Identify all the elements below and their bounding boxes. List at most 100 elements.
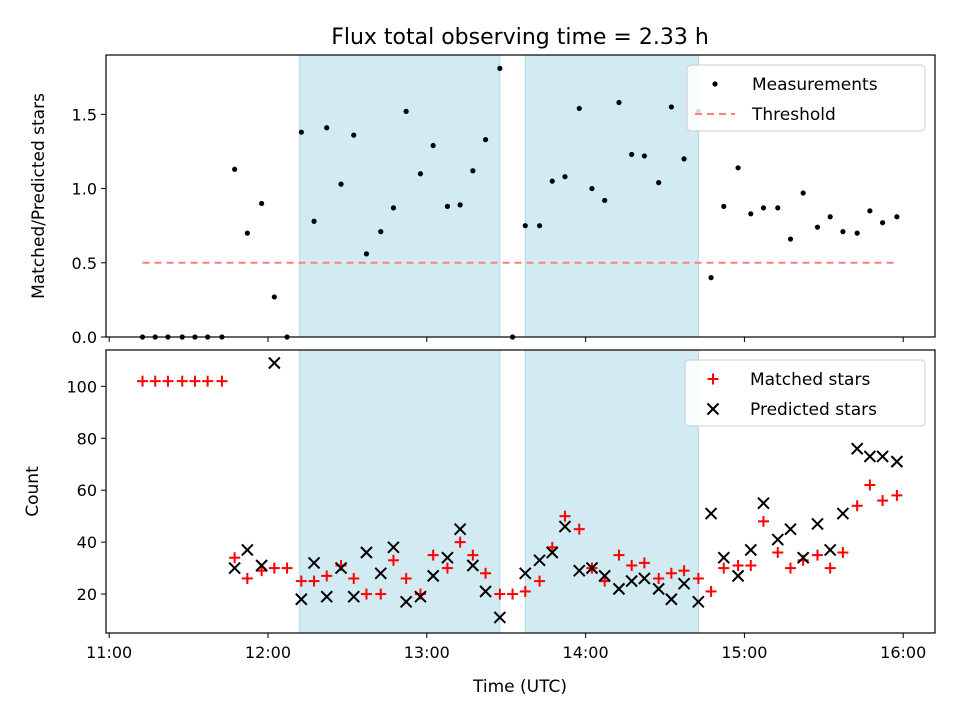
measurement-point [378, 229, 383, 234]
chart-title: Flux total observing time = 2.33 h [331, 25, 709, 50]
measurement-point [867, 208, 872, 213]
y-tick-label: 80 [77, 429, 97, 448]
measurement-point [589, 186, 594, 191]
shaded-interval [300, 55, 500, 337]
top-panel: 0.00.51.01.5Matched/Predicted starsMeasu… [29, 55, 935, 347]
matched-star-marker [852, 500, 863, 511]
matched-star-marker [864, 480, 875, 491]
shaded-interval [525, 55, 698, 337]
legend-swatch-measurements [712, 81, 717, 86]
predicted-star-marker [852, 443, 863, 454]
predicted-star-marker [733, 570, 744, 581]
measurement-point [828, 214, 833, 219]
measurement-point [272, 294, 277, 299]
matched-star-marker [718, 563, 729, 574]
predicted-star-marker [229, 563, 240, 574]
predicted-star-marker [772, 534, 783, 545]
measurement-point [537, 223, 542, 228]
x-axis-label: Time (UTC) [472, 677, 567, 697]
measurement-point [775, 205, 780, 210]
matched-star-marker [837, 547, 848, 558]
predicted-star-marker [812, 518, 823, 529]
measurement-point [470, 168, 475, 173]
measurement-point [708, 275, 713, 280]
y-axis-label: Matched/Predicted stars [29, 93, 49, 299]
predicted-star-marker [864, 451, 875, 462]
y-axis-label: Count [23, 466, 43, 517]
measurement-point [497, 66, 502, 71]
measurement-point [815, 225, 820, 230]
measurement-point [431, 143, 436, 148]
matched-star-marker [137, 376, 148, 387]
matched-star-marker [189, 376, 200, 387]
predicted-star-marker [785, 524, 796, 535]
measurement-point [324, 125, 329, 130]
matched-star-marker [177, 376, 188, 387]
y-tick-label: 0.5 [72, 254, 97, 273]
legend-label: Predicted stars [750, 400, 877, 420]
predicted-star-marker [269, 357, 280, 368]
measurement-point [880, 220, 885, 225]
shaded-interval [525, 350, 698, 633]
legend: Matched stars Predicted stars [685, 360, 925, 426]
matched-star-marker [706, 586, 717, 597]
x-tick-label: 11:00 [86, 643, 132, 662]
measurement-point [259, 201, 264, 206]
legend-label: Threshold [751, 105, 836, 125]
predicted-star-marker [891, 456, 902, 467]
matched-star-marker [202, 376, 213, 387]
measurement-point [894, 214, 899, 219]
matched-star-marker [891, 490, 902, 501]
measurement-point [577, 106, 582, 111]
measurement-point [299, 130, 304, 135]
matched-star-marker [772, 547, 783, 558]
measurement-point [338, 182, 343, 187]
measurement-point [351, 133, 356, 138]
measurement-point [418, 171, 423, 176]
shaded-interval [300, 350, 500, 633]
matched-star-marker [229, 552, 240, 563]
predicted-star-marker [825, 544, 836, 555]
y-tick-label: 60 [77, 481, 97, 500]
measurement-point [748, 211, 753, 216]
matched-star-marker [269, 563, 280, 574]
measurement-point [855, 231, 860, 236]
matched-star-marker [507, 589, 518, 600]
bottom-panel: 2040608010011:00 12:00 13:00 14:00 15:00 16:0… [23, 350, 935, 662]
matched-star-marker [758, 516, 769, 527]
predicted-star-marker [242, 544, 253, 555]
y-tick-label: 20 [77, 585, 97, 604]
measurement-point [840, 229, 845, 234]
legend-label: Measurements [752, 75, 878, 95]
predicted-star-marker [745, 544, 756, 555]
measurement-point [656, 180, 661, 185]
y-tick-label: 40 [77, 533, 97, 552]
measurement-point [483, 137, 488, 142]
measurement-point [245, 231, 250, 236]
x-tick-label: 16:00 [880, 643, 926, 662]
matched-star-marker [812, 550, 823, 561]
measurement-point [562, 174, 567, 179]
predicted-star-marker [837, 508, 848, 519]
matched-star-marker [150, 376, 161, 387]
legend: Measurements Threshold [687, 65, 925, 131]
measurement-point [721, 204, 726, 209]
y-tick-label: 1.5 [72, 105, 97, 124]
measurement-point [404, 109, 409, 114]
measurement-point [642, 153, 647, 158]
measurement-point [681, 156, 686, 161]
measurement-point [761, 205, 766, 210]
y-tick-label: 0.0 [72, 328, 97, 347]
x-tick-label: 13:00 [404, 643, 450, 662]
measurement-point [311, 219, 316, 224]
matched-star-marker [216, 376, 227, 387]
measurement-point [788, 236, 793, 241]
matched-star-marker [825, 563, 836, 574]
x-tick-label: 14:00 [563, 643, 609, 662]
measurement-point [523, 223, 528, 228]
matched-star-marker [282, 563, 293, 574]
measurement-point [550, 179, 555, 184]
matched-star-marker [745, 560, 756, 571]
measurement-point [445, 204, 450, 209]
x-tick-label: 12:00 [245, 643, 291, 662]
